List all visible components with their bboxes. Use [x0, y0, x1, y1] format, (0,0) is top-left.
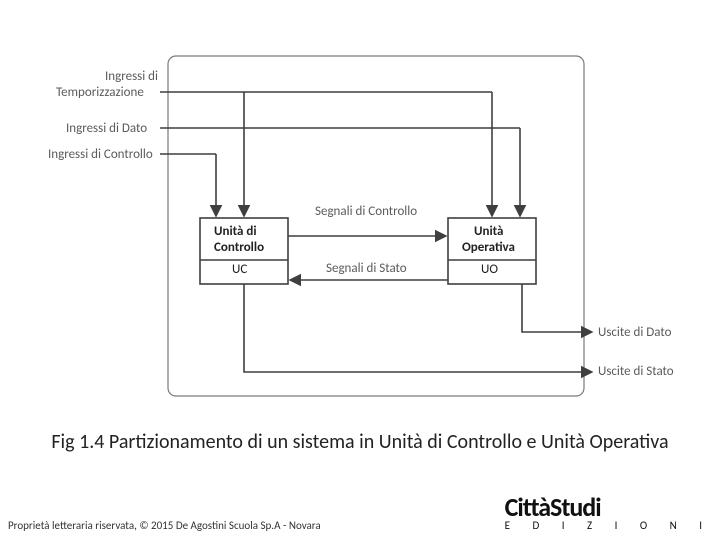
uo-title-line1: Unità	[474, 224, 503, 239]
uc-code: UC	[232, 262, 247, 277]
label-in-timing-line1: Ingressi di	[98, 69, 158, 84]
label-sig-ctrl: Segnali di Controllo	[315, 204, 417, 219]
publisher-logo: CittàStudi E D I Z I O N I	[505, 491, 712, 532]
uc-title-line2: Controllo	[214, 240, 264, 255]
label-out-state: Uscite di Stato	[598, 364, 674, 379]
figure-caption: Fig 1.4 Partizionamento di un sistema in…	[0, 430, 720, 455]
uo-code: UO	[481, 262, 498, 277]
label-in-data: Ingressi di Dato	[66, 121, 147, 136]
label-in-timing-line2: Temporizzazione	[56, 85, 144, 100]
label-sig-state: Segnali di Stato	[326, 261, 407, 276]
label-in-ctrl: Ingressi di Controllo	[48, 147, 153, 162]
uo-title-line2: Operativa	[462, 240, 515, 255]
uc-title-line1: Unità di	[214, 224, 257, 239]
footer-copyright: Proprietà letteraria riservata, © 2015 D…	[8, 519, 321, 532]
label-out-data: Uscite di Dato	[598, 325, 671, 340]
logo-subtitle: E D I Z I O N I	[505, 519, 712, 532]
